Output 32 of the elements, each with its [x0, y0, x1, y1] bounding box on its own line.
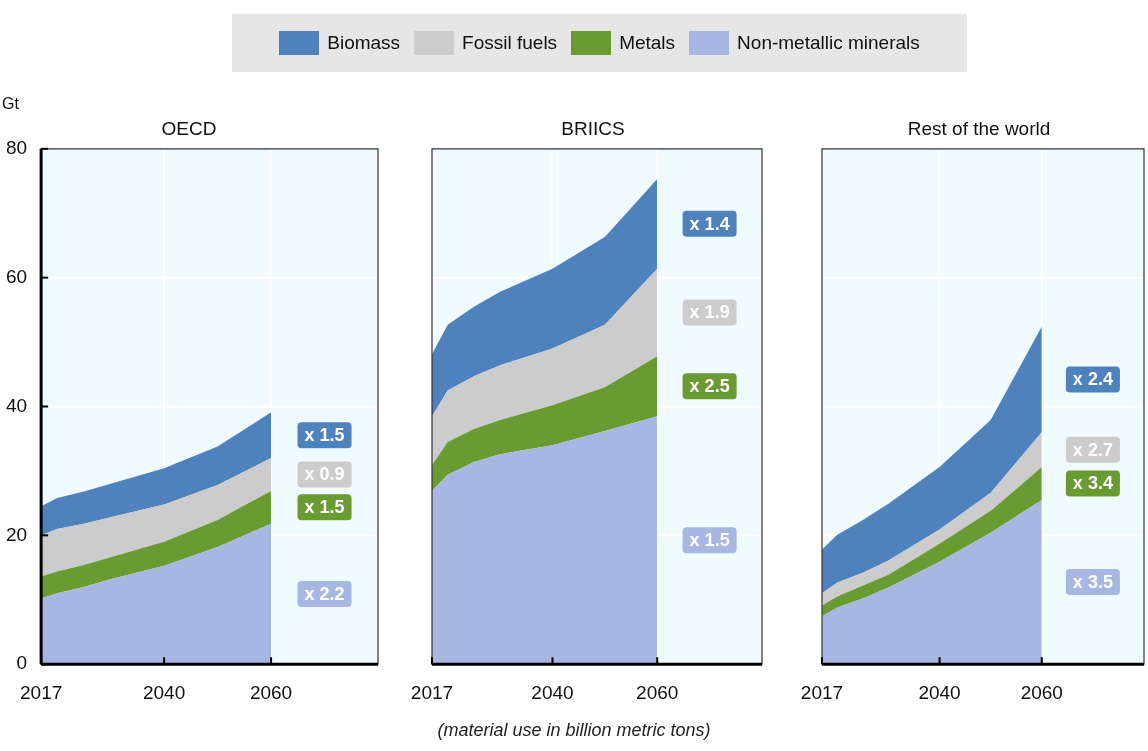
annotation: x 2.2 [304, 583, 345, 604]
legend-label: Fossil fuels [462, 32, 558, 54]
annotation: x 2.4 [1072, 369, 1113, 390]
x-tick-label: 2017 [410, 681, 454, 703]
annotation: x 3.5 [1072, 572, 1113, 593]
x-tick-label: 2040 [142, 681, 186, 703]
x-tick-label: 2040 [918, 681, 961, 703]
chart-title: Rest of the world [907, 117, 1051, 139]
x-tick-label: 2060 [249, 681, 293, 703]
legend-label: Non-metallic minerals [737, 32, 920, 54]
y-tick-label: 20 [5, 523, 28, 545]
y-tick-label: 60 [5, 265, 28, 287]
x-tick-label: 2017 [800, 681, 844, 703]
annotation: x 2.5 [689, 376, 730, 397]
y-tick-label: 40 [5, 394, 28, 416]
legend-label: Metals [619, 32, 676, 54]
y-axis-title: Gt [2, 95, 20, 113]
chart-title: OECD [161, 117, 217, 139]
x-tick-label: 2060 [636, 681, 679, 703]
annotation: x 1.5 [304, 497, 345, 518]
x-tick-label: 2060 [1020, 681, 1063, 703]
y-tick-label: 0 [16, 652, 28, 674]
y-tick-label: 80 [5, 137, 28, 159]
text: (material use in billion metric tons) [436, 720, 712, 741]
annotation: x 1.5 [304, 425, 345, 446]
x-tick-label: 2017 [19, 681, 63, 703]
annotation: x 3.4 [1072, 473, 1113, 494]
annotation: x 1.4 [689, 213, 730, 234]
legend-label: Biomass [327, 32, 401, 54]
x-tick-label: 2040 [531, 681, 574, 703]
chart-title: BRIICS [561, 117, 625, 139]
annotation: x 1.5 [689, 530, 730, 551]
